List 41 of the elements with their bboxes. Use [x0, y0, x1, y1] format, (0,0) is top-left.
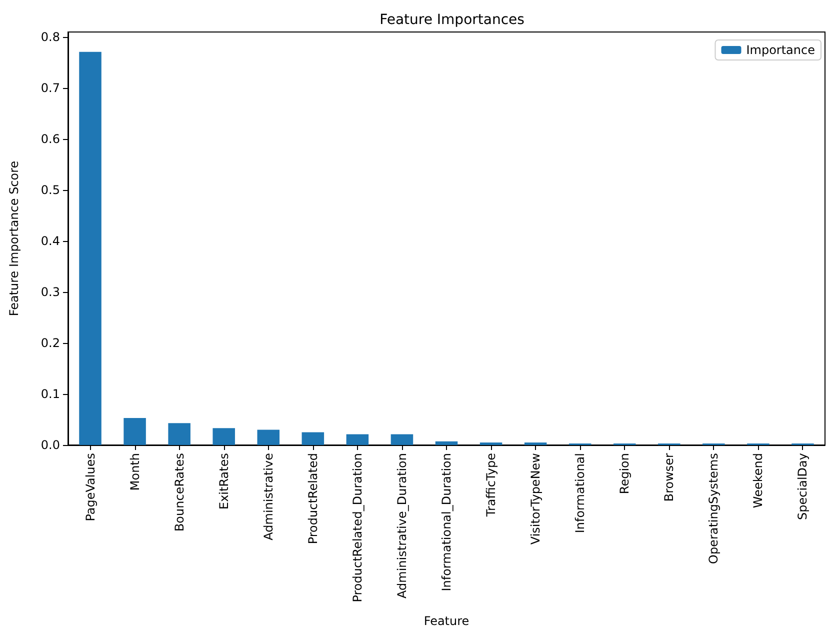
bar — [124, 418, 146, 445]
x-tick-label: Browser — [662, 452, 676, 502]
y-tick-label: 0.6 — [40, 132, 60, 146]
x-axis-title: Feature — [424, 614, 470, 628]
x-tick-label: Region — [618, 453, 632, 494]
y-tick-label: 0.8 — [40, 30, 60, 44]
y-tick-label: 0.5 — [40, 183, 60, 198]
x-tick-label: VisitorTypeNew — [528, 452, 543, 545]
x-tick-label: Weekend — [751, 453, 766, 508]
y-tick-label: 0.2 — [40, 336, 60, 350]
x-tick-label: ProductRelated — [306, 453, 320, 544]
bar — [524, 442, 547, 445]
bar — [346, 434, 369, 445]
x-tick-label: BounceRates — [172, 453, 186, 532]
x-tick-label: Month — [128, 453, 142, 491]
bar — [257, 430, 280, 445]
y-tick-label: 0.1 — [40, 387, 60, 402]
y-tick-label: 0.0 — [40, 438, 60, 452]
bar — [480, 442, 502, 445]
bar — [79, 52, 102, 445]
x-tick-label: SpecialDay — [796, 453, 810, 520]
x-tick-label: Administrative_Duration — [394, 453, 409, 598]
legend-label: Importance — [746, 43, 815, 57]
x-tick-label: PageValues — [83, 453, 98, 522]
bar — [168, 423, 190, 445]
y-axis-title: Feature Importance Score — [7, 160, 21, 316]
x-tick-label: ProductRelated_Duration — [350, 453, 364, 602]
bar — [390, 434, 414, 445]
x-tick-label: TrafficType — [484, 453, 498, 518]
bar — [302, 432, 324, 445]
bar — [435, 441, 458, 445]
x-tick-label: Informational_Duration — [440, 453, 454, 592]
x-tick-label: OperatingSystems — [706, 453, 721, 564]
y-tick-label: 0.4 — [40, 234, 60, 248]
x-tick-label: Administrative — [261, 453, 276, 540]
x-tick-label: Informational — [573, 453, 588, 534]
chart-title: Feature Importances — [380, 12, 524, 28]
y-tick-label: 0.7 — [40, 81, 60, 96]
y-tick-label: 0.3 — [40, 285, 60, 300]
bar — [212, 428, 235, 445]
x-tick-label: ExitRates — [216, 453, 231, 510]
